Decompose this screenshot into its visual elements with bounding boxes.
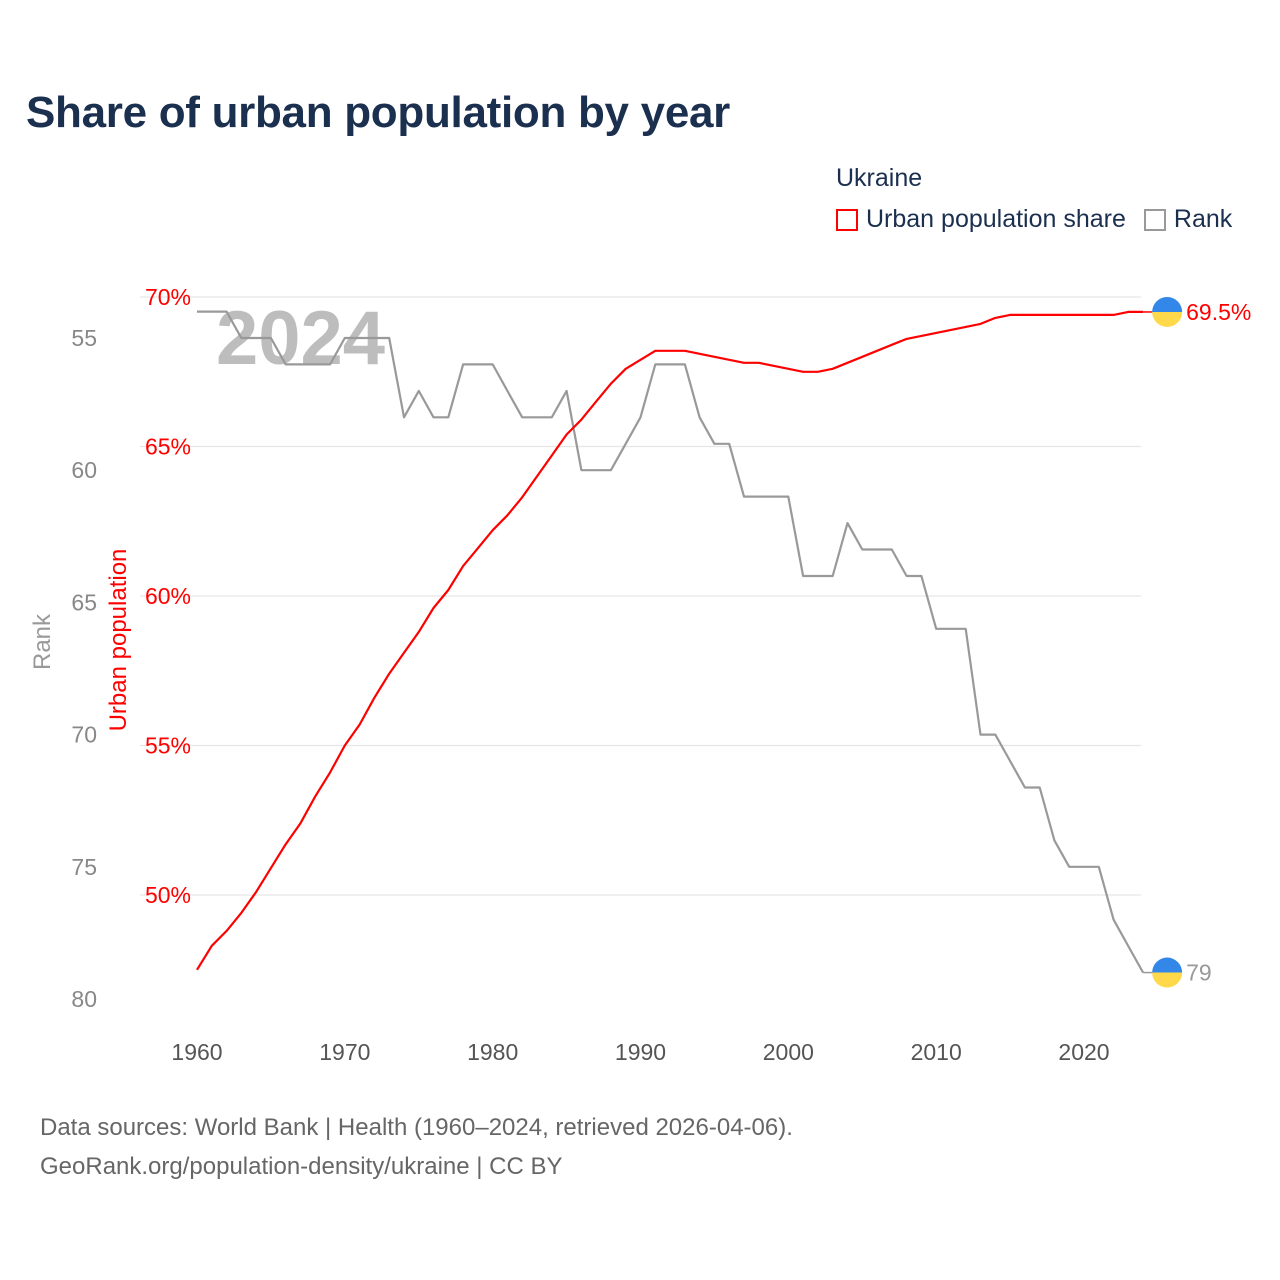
rank-tick-label: 80 (71, 986, 97, 1012)
urban-tick-label: 50% (145, 882, 191, 908)
rank-tick-label: 75 (71, 854, 97, 880)
urban-end-label: 69.5% (1186, 299, 1251, 325)
footer-link[interactable]: GeoRank.org/population-density/ukraine |… (40, 1153, 563, 1180)
legend-label-rank: Rank (1173, 205, 1233, 233)
legend-swatch-rank (1143, 208, 1166, 231)
urban-tick-label: 65% (145, 434, 191, 460)
footer: Data sources: World Bank | Health (1960–… (40, 1108, 793, 1186)
x-tick-label: 1970 (319, 1039, 370, 1065)
urban-axis-label: Urban population (105, 549, 132, 732)
x-tick-label: 1980 (467, 1039, 518, 1065)
x-tick-label: 2020 (1058, 1039, 1109, 1065)
rank-series-line (197, 310, 1145, 974)
rank-tick-label: 60 (71, 457, 97, 483)
urban-tick-label: 60% (145, 583, 191, 609)
rank-axis-label: Rank (29, 613, 56, 670)
urban-tick-label: 55% (145, 733, 191, 759)
legend-item-urban[interactable]: Urban population share (836, 205, 1126, 234)
ukraine-flag-icon (1152, 957, 1183, 988)
urban-tick-label: 70% (145, 284, 191, 310)
ukraine-flag-icon (1152, 296, 1183, 327)
x-tick-label: 2010 (911, 1039, 962, 1065)
rank-tick-label: 70 (71, 722, 97, 748)
x-tick-label: 1990 (615, 1039, 666, 1065)
x-tick-label: 1960 (171, 1039, 222, 1065)
rank-end-label: 79 (1186, 960, 1212, 986)
urban-series-line (196, 310, 1144, 971)
rank-tick-label: 65 (71, 589, 97, 615)
legend-label-urban: Urban population share (866, 205, 1126, 233)
chart-title: Share of urban population by year (26, 88, 730, 137)
legend-title: Ukraine (836, 164, 923, 192)
rank-tick-label: 55 (71, 325, 97, 351)
legend-item-rank[interactable]: Rank (1143, 205, 1233, 234)
legend: Urban population share Rank (836, 205, 1250, 234)
footer-sources: Data sources: World Bank | Health (1960–… (40, 1114, 793, 1141)
legend-swatch-urban (836, 208, 858, 231)
x-tick-label: 2000 (763, 1039, 814, 1065)
